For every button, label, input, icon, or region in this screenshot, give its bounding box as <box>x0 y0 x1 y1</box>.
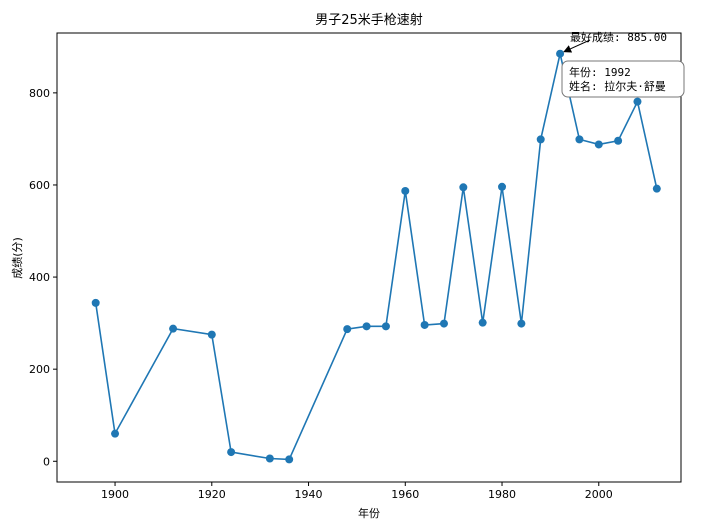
data-point <box>420 320 429 329</box>
data-point <box>111 429 120 438</box>
data-point <box>517 319 526 328</box>
best-score-annotation: 最好成绩: 885.00 年份: 1992 姓名: 拉尔夫·舒曼 <box>561 30 685 98</box>
data-point <box>91 298 100 307</box>
x-axis-label: 年份 <box>358 506 380 520</box>
data-point <box>169 324 178 333</box>
annotation-year: 年份: 1992 <box>569 65 631 79</box>
x-tick-label: 1920 <box>198 488 226 501</box>
data-point <box>401 186 410 195</box>
data-point <box>362 322 371 331</box>
data-point <box>614 136 623 145</box>
x-tick-label: 2000 <box>585 488 613 501</box>
data-point <box>633 97 642 106</box>
data-point <box>478 318 487 327</box>
series-line <box>94 53 658 461</box>
data-point <box>343 325 352 334</box>
data-point <box>459 183 468 192</box>
data-point <box>227 448 236 457</box>
y-axis-ticks: 0 200 400 600 800 <box>29 87 57 468</box>
y-tick-label: 400 <box>29 271 50 284</box>
annotation-best-label: 最好成绩: 885.00 <box>570 30 667 44</box>
data-point <box>652 184 661 193</box>
annotation-arrow <box>563 39 591 53</box>
data-point <box>594 140 603 149</box>
plot-area-frame <box>56 32 682 483</box>
x-tick-label: 1940 <box>295 488 323 501</box>
annotation-name: 姓名: 拉尔夫·舒曼 <box>569 79 666 93</box>
data-point <box>536 135 545 144</box>
data-point <box>575 135 584 144</box>
chart-title: 男子25米手枪速射 <box>315 12 423 28</box>
y-tick-label: 600 <box>29 179 50 192</box>
y-tick-label: 0 <box>43 455 50 468</box>
data-point <box>285 455 294 464</box>
annotation-box <box>561 60 685 98</box>
x-axis-ticks: 1900 1920 1940 1960 1980 2000 <box>101 482 613 501</box>
data-point <box>207 330 216 339</box>
data-point <box>265 454 274 463</box>
series-points <box>91 49 661 464</box>
y-tick-label: 800 <box>29 87 50 100</box>
y-axis-label: 成绩(分) <box>11 237 24 279</box>
data-point <box>381 322 390 331</box>
y-tick-label: 200 <box>29 363 50 376</box>
data-point <box>439 319 448 328</box>
x-tick-label: 1980 <box>488 488 516 501</box>
x-tick-label: 1900 <box>101 488 129 501</box>
data-point <box>556 49 565 58</box>
data-point <box>498 182 507 191</box>
x-tick-label: 1960 <box>391 488 419 501</box>
